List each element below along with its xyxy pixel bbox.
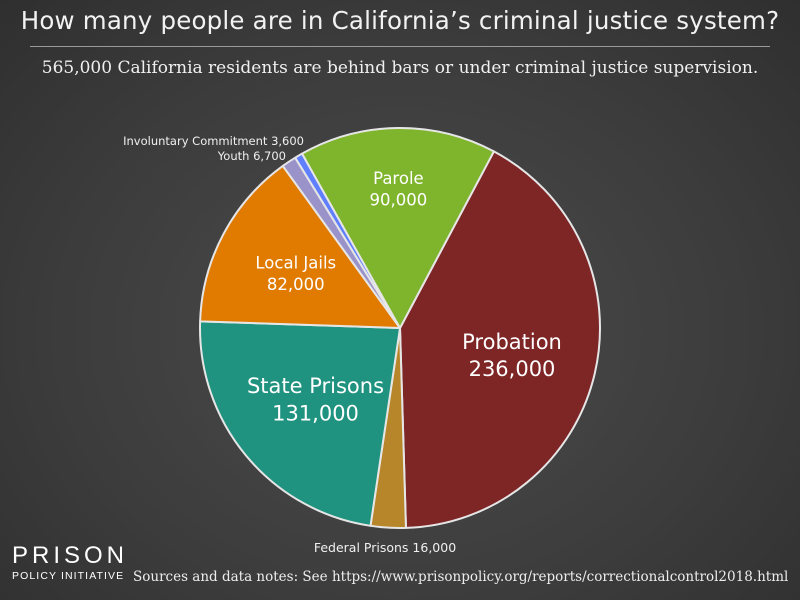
sources-note: Sources and data notes: See https://www.… xyxy=(133,569,789,585)
pie-slice-jails xyxy=(199,164,401,329)
logo-top-text: PRISON xyxy=(12,542,129,569)
slice-name-probation: Probation xyxy=(462,330,562,354)
chart-subtitle: 565,000 California residents are behind … xyxy=(41,58,759,78)
slice-value-state: 131,000 xyxy=(272,402,359,426)
title-divider xyxy=(30,46,770,47)
slice-label-probation: Probation 236,000 xyxy=(462,330,562,381)
pie-slice-parole xyxy=(301,127,495,329)
slice-value-probation: 236,000 xyxy=(469,357,556,381)
slice-label-state: State Prisons 131,000 xyxy=(247,374,384,425)
pie-slice-state xyxy=(199,320,401,527)
slice-label-parole: Parole 90,000 xyxy=(370,169,428,209)
slice-label-jails: Local Jails 82,000 xyxy=(255,253,336,294)
slice-label-federal: Federal Prisons 16,000 xyxy=(314,540,456,555)
prison-policy-logo: PRISON POLICY INITIATIVE xyxy=(12,544,128,582)
pie-slice-probation xyxy=(399,150,601,529)
chart-title: How many people are in California’s crim… xyxy=(20,6,780,35)
slice-value-jails: 82,000 xyxy=(267,275,325,294)
slice-name-jails: Local Jails xyxy=(255,253,336,272)
logo-bottom-text: POLICY INITIATIVE xyxy=(12,570,125,582)
slice-name-state: State Prisons xyxy=(247,374,384,398)
slice-label-commitment: Involuntary Commitment 3,600 xyxy=(123,134,304,148)
slice-name-parole: Parole xyxy=(373,169,424,188)
slice-label-youth: Youth 6,700 xyxy=(217,149,286,163)
slice-value-parole: 90,000 xyxy=(370,190,428,209)
